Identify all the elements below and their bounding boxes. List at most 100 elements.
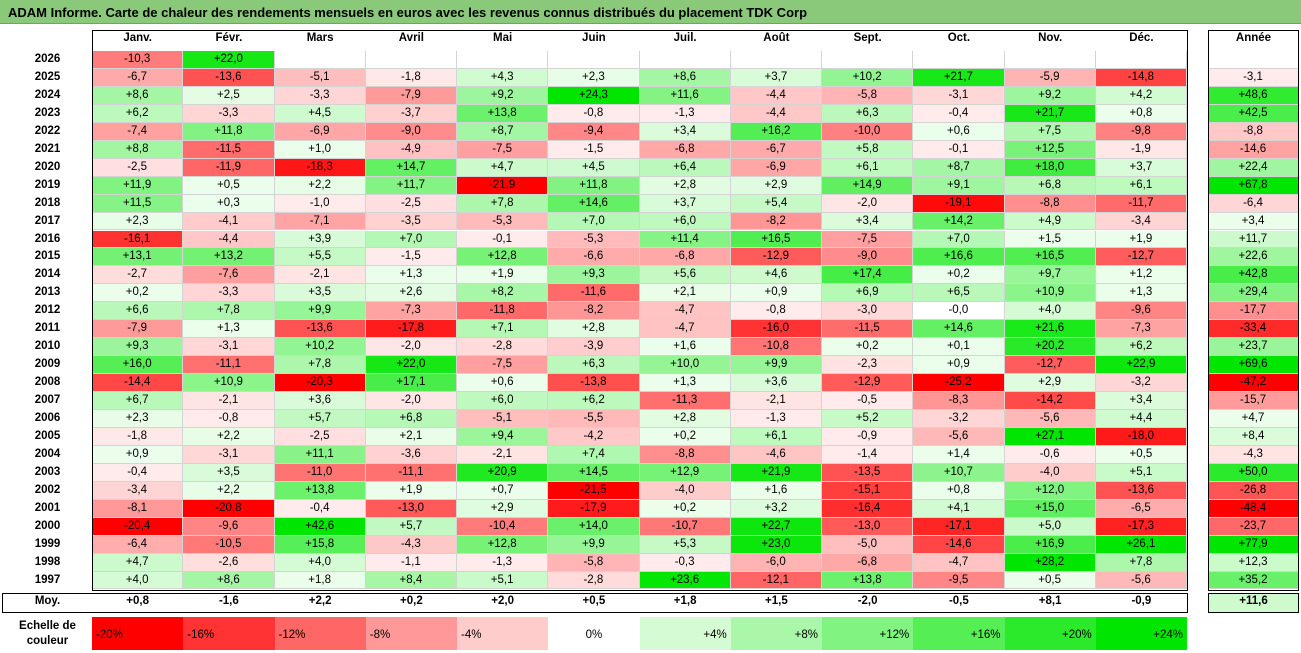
heatmap-cell: -11,0	[274, 463, 366, 482]
year-label: 1999	[34, 537, 61, 550]
heatmap-cell: +1,3	[365, 266, 457, 285]
heatmap-cell: +6,1	[730, 427, 822, 446]
month-header: Nov.	[1004, 30, 1096, 50]
heatmap-cell: -12,7	[1095, 248, 1187, 267]
year-label: 2006	[34, 412, 61, 424]
heatmap-cell: +2,1	[365, 427, 457, 446]
heatmap-cell: +22,0	[183, 51, 275, 69]
annual-cell: +22,4	[1208, 158, 1299, 177]
heatmap-cell: +16,2	[730, 122, 822, 141]
heatmap-cell: -2,0	[822, 194, 914, 213]
heatmap-cell: -10,8	[730, 338, 822, 357]
heatmap-cell: -8,3	[913, 392, 1005, 410]
color-scale-swatch: 0%	[548, 617, 640, 650]
heatmap-cell: -5,6	[1004, 410, 1096, 428]
year-label: 2013	[34, 286, 61, 299]
heatmap-cell: -12,9	[822, 374, 914, 393]
heatmap-cell: +18,0	[1004, 158, 1096, 177]
heatmap-cell: +6,5	[913, 284, 1005, 303]
heatmap-cell: +8,7	[913, 158, 1005, 177]
annual-cell: -26,8	[1208, 481, 1299, 500]
heatmap-cell: -2,0	[365, 392, 457, 410]
heatmap-cell: +10,7	[913, 463, 1005, 482]
heatmap-cell: +13,2	[183, 248, 275, 267]
heatmap-cell: -2,5	[92, 158, 184, 177]
heatmap-cell: -3,0	[822, 302, 914, 321]
heatmap-cell: +12,8	[457, 248, 549, 267]
heatmap-cell: +9,3	[92, 338, 184, 357]
heatmap-cell: -0,4	[274, 499, 366, 518]
heatmap-cell: +0,3	[183, 194, 275, 213]
heatmap-cell: -3,3	[183, 284, 275, 303]
year-label: 2016	[34, 232, 61, 245]
heatmap-cell	[1095, 51, 1187, 69]
heatmap-cell: +2,6	[365, 284, 457, 303]
heatmap-cell: +1,4	[913, 445, 1005, 464]
heatmap-cell: +12,9	[639, 463, 731, 482]
heatmap-cell: -1,4	[822, 445, 914, 464]
year-label: 2011	[35, 322, 60, 335]
heatmap-cell: +2,9	[730, 176, 822, 195]
heatmap-cell: +1,5	[1004, 230, 1096, 249]
annual-cell: +22,6	[1208, 248, 1299, 267]
heatmap-cell: +9,9	[730, 356, 822, 375]
heatmap-cell: -4,3	[365, 535, 457, 554]
heatmap-cell: +14,6	[913, 320, 1005, 339]
heatmap-cell: +7,4	[548, 445, 640, 464]
year-label: 2007	[34, 394, 61, 407]
heatmap-cell: +5,5	[274, 248, 366, 267]
year-label: 2003	[34, 465, 61, 478]
heatmap-cell: +14,9	[822, 176, 914, 195]
annual-cell: +11,7	[1208, 230, 1299, 249]
heatmap-cell: +7,0	[365, 230, 457, 249]
heatmap-cell: -5,9	[1004, 68, 1096, 87]
heatmap-cell: +4,7	[92, 553, 184, 572]
heatmap-cell: +8,6	[639, 68, 731, 87]
heatmap-cell: -9,6	[1095, 302, 1187, 321]
heatmap-cell: +4,0	[274, 553, 366, 572]
heatmap-cell: -11,1	[183, 356, 275, 375]
heatmap-cell: -11,9	[183, 158, 275, 177]
average-cell: -0,5	[948, 594, 969, 607]
heatmap-cell: -16,1	[92, 230, 184, 249]
heatmap-cell: -10,7	[639, 517, 731, 536]
heatmap-cell: +9,2	[457, 86, 549, 105]
heatmap-cell: +11,8	[183, 122, 275, 141]
heatmap-cell: +8,6	[92, 86, 184, 105]
heatmap-cell: -3,4	[92, 481, 184, 500]
heatmap-cell: +1,2	[1095, 266, 1187, 285]
year-label: 2001	[34, 501, 61, 514]
annual-cell: -14,6	[1208, 140, 1299, 159]
annual-cell: +4,7	[1208, 410, 1299, 428]
color-scale-swatch: -20%	[92, 617, 184, 650]
annual-cell: +42,5	[1208, 104, 1299, 123]
heatmap-cell: -8,1	[92, 499, 184, 518]
heatmap-cell: +9,2	[1004, 86, 1096, 105]
heatmap-cell: -25,2	[913, 374, 1005, 393]
heatmap-cell: +4,3	[457, 68, 549, 87]
heatmap-cell: -18,0	[1095, 427, 1187, 446]
color-scale-swatch: +8%	[730, 617, 822, 650]
heatmap-cell: +5,7	[365, 517, 457, 536]
year-label: 2002	[34, 483, 61, 496]
heatmap-cell: -5,3	[548, 230, 640, 249]
heatmap-cell: +0,9	[92, 445, 184, 464]
heatmap-cell: -7,9	[365, 86, 457, 105]
heatmap-cell: -4,9	[365, 140, 457, 159]
chart-title: ADAM Informe. Carte de chaleur des rende…	[8, 5, 808, 20]
heatmap-cell: +1,6	[730, 481, 822, 500]
year-label: 2025	[34, 70, 61, 83]
heatmap-cell: -21,9	[457, 176, 549, 195]
heatmap-cell: +4,5	[274, 104, 366, 123]
heatmap-cell: -4,7	[639, 320, 731, 339]
heatmap-cell: +2,9	[1004, 374, 1096, 393]
heatmap-cell: +7,8	[1095, 553, 1187, 572]
annual-cell: -17,7	[1208, 302, 1299, 321]
heatmap-cell: -1,3	[457, 553, 549, 572]
average-cell: -2,0	[857, 594, 878, 607]
heatmap-cell: +0,5	[1004, 571, 1096, 590]
heatmap-cell: -11,1	[365, 463, 457, 482]
heatmap-cell: -11,5	[183, 140, 275, 159]
heatmap-cell: +4,1	[913, 499, 1005, 518]
heatmap-cell: +6,7	[92, 392, 184, 410]
